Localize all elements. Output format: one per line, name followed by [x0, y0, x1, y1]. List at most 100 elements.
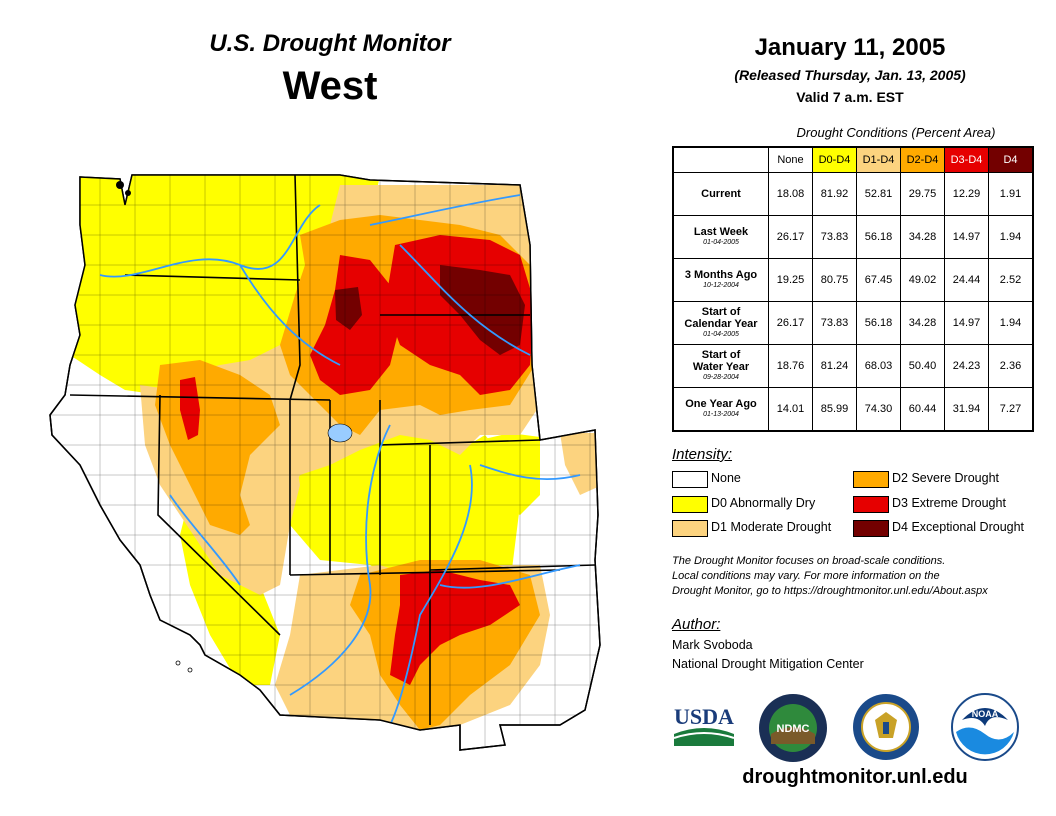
column-header-d2-d4: D2-D4 — [900, 146, 945, 173]
table-cell: 1.91 — [988, 172, 1034, 216]
table-cell: 26.17 — [768, 215, 813, 259]
noaa-logo: NOAA — [951, 693, 1019, 761]
d4-area — [440, 265, 525, 355]
island — [175, 660, 181, 666]
column-header-d4: D4 — [988, 146, 1034, 173]
row-label: Start of Calendar Year 01-04-2005 — [672, 301, 769, 345]
state-borders — [69, 175, 596, 725]
table-cell: 24.23 — [944, 344, 989, 388]
row-label-text: Start of Calendar Year — [684, 306, 758, 330]
website-url[interactable]: droughtmonitor.unl.edu — [742, 766, 968, 788]
row-date: 10-12-2004 — [703, 282, 739, 289]
table-corner — [673, 147, 769, 173]
row-label-text: Last Week — [693, 226, 749, 238]
map-date: January 11, 2005 — [754, 34, 946, 61]
release-date: (Released Thursday, Jan. 13, 2005) — [734, 67, 966, 83]
table-cell: 68.03 — [856, 344, 901, 388]
note-line: The Drought Monitor focuses on broad-sca… — [672, 555, 946, 567]
table-cell: 49.02 — [900, 258, 945, 302]
table-cell: 14.97 — [944, 215, 989, 259]
d3-area — [390, 570, 520, 685]
legend-label: D4 Exceptional Drought — [892, 520, 1025, 534]
table-cell: 14.01 — [768, 387, 813, 432]
table-cell: 18.76 — [768, 344, 813, 388]
table-cell: 50.40 — [900, 344, 945, 388]
rivers — [99, 194, 581, 726]
table-cell: 34.28 — [900, 215, 945, 259]
table-cell: 34.28 — [900, 301, 945, 345]
column-header-d0-d4: D0-D4 — [812, 146, 857, 173]
legend-label: None — [711, 471, 741, 485]
row-date: 01-04-2005 — [703, 239, 739, 246]
column-header-d1-d4: D1-D4 — [856, 146, 901, 173]
table-cell: 85.99 — [812, 387, 857, 432]
d1-area — [560, 433, 600, 495]
table-cell: 1.94 — [988, 215, 1034, 259]
table-header-row: None D0-D4 D1-D4 D2-D4 D3-D4 D4 — [673, 146, 1034, 173]
intensity-legend-title: Intensity: — [672, 446, 733, 463]
map-title: U.S. Drought Monitor — [209, 30, 451, 57]
coastline — [49, 174, 601, 751]
table-row: 3 Months Ago 10-12-2004 19.25 80.75 67.45… — [672, 258, 1034, 302]
table-cell: 52.81 — [856, 172, 901, 216]
author-organization: National Drought Mitigation Center — [672, 657, 864, 671]
row-date: 01-13-2004 — [703, 411, 739, 418]
table-cell: 2.36 — [988, 344, 1034, 388]
island — [187, 667, 193, 673]
great-salt-lake — [327, 423, 353, 443]
noaa-logo-text: NOAA — [972, 709, 999, 719]
drought-map — [49, 174, 601, 751]
table-cell: 26.17 — [768, 301, 813, 345]
row-label: One Year Ago 01-13-2004 — [672, 387, 769, 432]
row-label-text: Current — [701, 188, 741, 200]
table-cell: 81.24 — [812, 344, 857, 388]
row-label-text: 3 Months Ago — [684, 269, 758, 281]
ndmc-logo: NDMC — [759, 694, 827, 762]
table-cell: 2.52 — [988, 258, 1034, 302]
row-label-text: One Year Ago — [685, 398, 757, 410]
d3-area — [180, 377, 200, 440]
row-label-text: Start of Water Year — [692, 349, 750, 373]
column-header-d3-d4: D3-D4 — [944, 146, 989, 173]
table-row: Start of Water Year 09-28-2004 18.76 81.24… — [672, 344, 1034, 388]
table-cell: 19.25 — [768, 258, 813, 302]
legend-swatch — [672, 471, 708, 488]
table-cell: 60.44 — [900, 387, 945, 432]
table-cell: 56.18 — [856, 215, 901, 259]
usda-logo: USDA — [673, 704, 735, 746]
legend-label: D1 Moderate Drought — [711, 520, 832, 534]
table-cell: 73.83 — [812, 215, 857, 259]
table-row: Current 18.08 81.92 52.81 29.75 12.29 1.… — [672, 172, 1034, 216]
table-cell: 81.92 — [812, 172, 857, 216]
table-cell: 56.18 — [856, 301, 901, 345]
legend-label: D3 Extreme Drought — [892, 496, 1006, 510]
author-title: Author: — [672, 616, 721, 633]
legend-swatch — [853, 496, 889, 513]
table-cell: 12.29 — [944, 172, 989, 216]
disclaimer-note: The Drought Monitor focuses on broad-sca… — [672, 554, 1042, 599]
legend-swatch — [672, 496, 708, 513]
map-region-title: West — [282, 64, 378, 108]
legend-swatch — [853, 520, 889, 537]
table-cell: 1.94 — [988, 301, 1034, 345]
row-label: Current — [672, 172, 769, 216]
ndmc-logo-text: NDMC — [777, 723, 810, 735]
table-cell: 18.08 — [768, 172, 813, 216]
table-cell: 74.30 — [856, 387, 901, 432]
row-date: 09-28-2004 — [703, 374, 739, 381]
table-cell: 80.75 — [812, 258, 857, 302]
table-cell: 67.45 — [856, 258, 901, 302]
commerce-seal-logo — [853, 694, 919, 760]
note-line: Local conditions may vary. For more info… — [672, 570, 940, 582]
island — [116, 181, 124, 189]
legend-label: D0 Abnormally Dry — [711, 496, 816, 510]
row-label: 3 Months Ago 10-12-2004 — [672, 258, 769, 302]
row-label: Last Week 01-04-2005 — [672, 215, 769, 259]
usda-logo-text: USDA — [674, 704, 734, 729]
legend-label: D2 Severe Drought — [892, 471, 1000, 485]
d4-area — [335, 287, 362, 330]
legend-swatch — [672, 520, 708, 537]
table-row: Last Week 01-04-2005 26.17 73.83 56.18 34… — [672, 215, 1034, 259]
author-name: Mark Svoboda — [672, 638, 753, 652]
legend-swatch — [853, 471, 889, 488]
